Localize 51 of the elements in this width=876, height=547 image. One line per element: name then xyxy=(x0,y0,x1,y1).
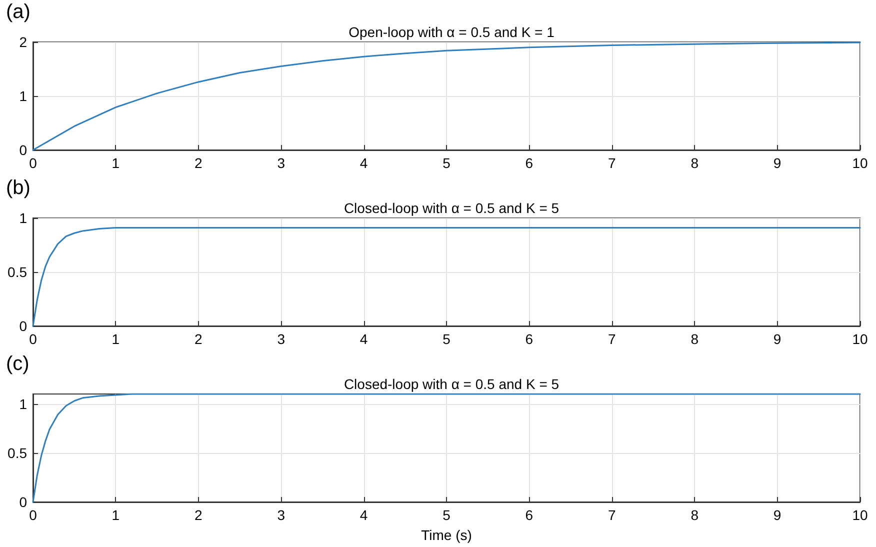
line-series xyxy=(32,393,861,503)
x-tick-label: 4 xyxy=(360,155,368,171)
y-tick-label: 1 xyxy=(19,88,28,104)
y-tick-label: 0 xyxy=(19,318,28,334)
x-tick-label: 1 xyxy=(112,155,120,171)
x-axis-title: Time (s) xyxy=(421,527,472,543)
y-tick-label: 1 xyxy=(19,210,28,226)
x-tick-label: 8 xyxy=(690,507,699,523)
x-tick-label: 10 xyxy=(852,155,868,171)
x-tick-label: 6 xyxy=(525,331,534,347)
x-tick-label: 6 xyxy=(525,155,534,171)
text: (b) xyxy=(6,177,30,199)
x-tick-label: 10 xyxy=(852,507,868,523)
x-tick-label: 5 xyxy=(442,155,451,171)
x-tick-label: 4 xyxy=(360,507,368,523)
x-tick-label: 7 xyxy=(608,331,616,347)
x-tick-label: 3 xyxy=(277,155,286,171)
x-tick-label: 3 xyxy=(277,507,286,523)
x-tick-label: 4 xyxy=(360,331,368,347)
x-tick-label: 2 xyxy=(194,155,202,171)
x-tick-label: 5 xyxy=(442,507,451,523)
x-tick-label: 6 xyxy=(525,507,534,523)
x-tick-label: 9 xyxy=(773,507,782,523)
text: (a) xyxy=(6,1,30,23)
y-tick-label: 2 xyxy=(19,34,28,50)
x-tick-label: 8 xyxy=(690,155,699,171)
x-tick-label: 9 xyxy=(773,155,782,171)
x-tick-label: 3 xyxy=(277,331,286,347)
chart-title: Closed-loop with α = 0.5 and K = 5 xyxy=(344,200,560,216)
x-tick-label: 7 xyxy=(608,155,616,171)
y-tick-label: 1 xyxy=(19,396,28,412)
x-tick-label: 0 xyxy=(29,155,38,171)
x-tick-label: 1 xyxy=(112,507,120,523)
x-tick-label: 7 xyxy=(608,507,616,523)
line-series xyxy=(32,42,861,151)
x-tick-label: 9 xyxy=(773,331,782,347)
y-tick-label: 0.5 xyxy=(8,264,28,280)
x-tick-label: 10 xyxy=(852,331,868,347)
x-tick-label: 1 xyxy=(112,331,120,347)
y-tick-label: 0 xyxy=(19,142,28,158)
x-tick-label: 8 xyxy=(690,331,699,347)
chart-title: Closed-loop with α = 0.5 and K = 5 xyxy=(344,376,560,392)
chart-title: Open-loop with α = 0.5 and K = 1 xyxy=(348,24,555,40)
x-tick-label: 0 xyxy=(29,331,38,347)
y-tick-label: 0 xyxy=(19,494,28,510)
text: (c) xyxy=(6,353,30,375)
x-tick-label: 2 xyxy=(194,507,202,523)
x-tick-label: 0 xyxy=(29,507,38,523)
y-tick-label: 0.5 xyxy=(8,444,28,461)
x-tick-label: 2 xyxy=(194,331,202,347)
x-tick-label: 5 xyxy=(442,331,451,347)
